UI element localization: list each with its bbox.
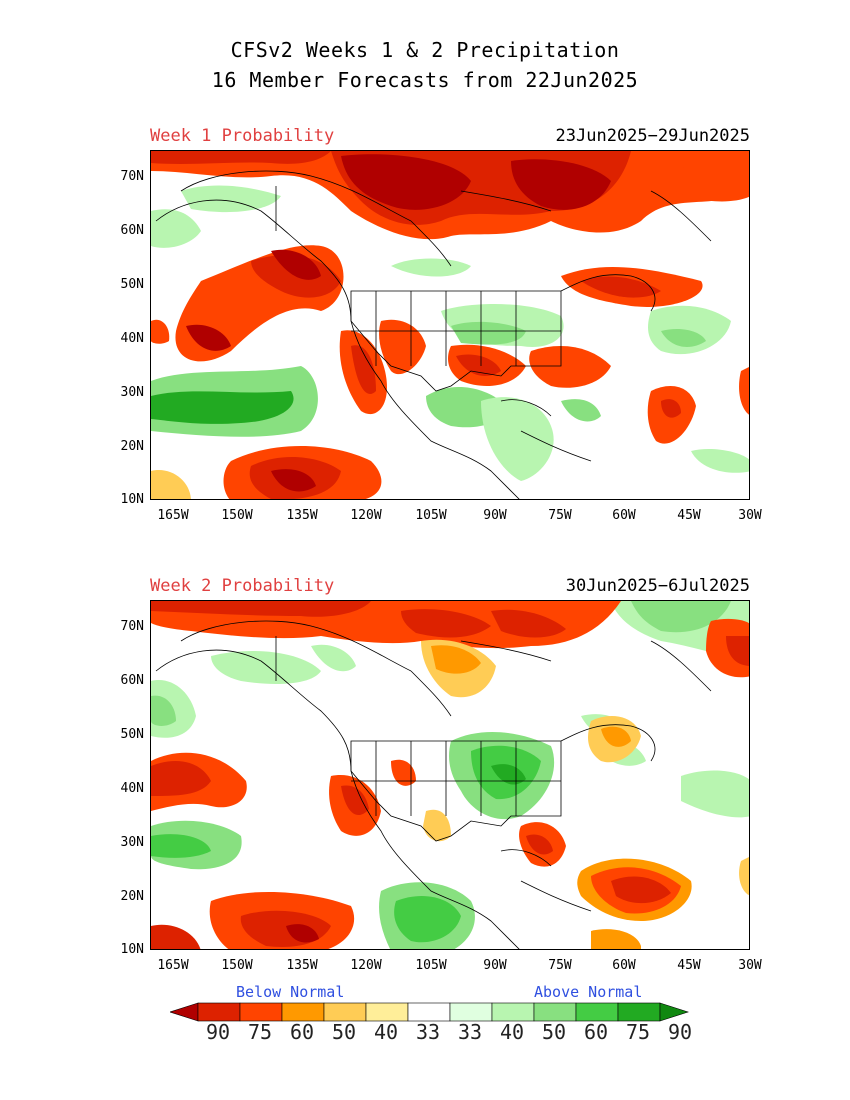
legend-color-cell [365, 1002, 409, 1022]
chart-title-line2: 16 Member Forecasts from 22Jun2025 [211, 68, 639, 92]
legend-color-cell [239, 1002, 283, 1022]
week2-ytick: 20N [120, 889, 144, 904]
week1-ytick: 10N [120, 492, 144, 507]
legend-color-cell [407, 1002, 451, 1022]
week1-map [150, 150, 750, 500]
week1-xtick: 45W [677, 508, 701, 523]
week2-ytick: 30N [120, 835, 144, 850]
week1-ytick: 20N [120, 439, 144, 454]
week1-above-normal-areas [151, 185, 749, 481]
week2-ytick: 60N [120, 673, 144, 688]
week2-xtick: 45W [677, 958, 701, 973]
legend-value: 90 [205, 1020, 231, 1044]
legend-below-normal-label: Below Normal [236, 983, 345, 1001]
week1-xtick: 165W [157, 508, 189, 523]
week2-xtick: 135W [286, 958, 318, 973]
week1-xtick: 150W [221, 508, 253, 523]
week2-ytick: 10N [120, 942, 144, 957]
week2-xtick: 165W [157, 958, 189, 973]
legend-value: 60 [583, 1020, 609, 1044]
legend-color-cell [575, 1002, 619, 1022]
week1-label: Week 1 Probability [150, 126, 335, 146]
legend-color-cell [491, 1002, 535, 1022]
week1-xtick: 75W [548, 508, 572, 523]
week2-below-normal-areas [151, 601, 749, 949]
legend-arrow-right [659, 1002, 689, 1022]
week2-ytick: 40N [120, 781, 144, 796]
legend-color-cell [281, 1002, 325, 1022]
week1-ytick: 30N [120, 385, 144, 400]
week2-xtick: 120W [350, 958, 382, 973]
legend-value: 33 [457, 1020, 483, 1044]
chart-title-line1: CFSv2 Weeks 1 & 2 Precipitation [230, 38, 620, 62]
week1-ytick: 40N [120, 331, 144, 346]
week2-label: Week 2 Probability [150, 576, 335, 596]
week1-xtick: 120W [350, 508, 382, 523]
week1-xtick: 135W [286, 508, 318, 523]
week2-xtick: 60W [612, 958, 636, 973]
week1-below-normal-areas [151, 151, 749, 499]
week2-xtick: 30W [738, 958, 762, 973]
week1-xtick: 90W [483, 508, 507, 523]
legend-above-normal-label: Above Normal [534, 983, 643, 1001]
legend-value: 40 [373, 1020, 399, 1044]
legend-color-cell [617, 1002, 661, 1022]
legend-value: 50 [541, 1020, 567, 1044]
week2-coastlines [155, 620, 712, 949]
week1-map-graphic [151, 151, 749, 499]
legend-arrow-left [170, 1002, 199, 1022]
legend-value: 40 [499, 1020, 525, 1044]
legend-value: 90 [667, 1020, 693, 1044]
week1-xtick: 105W [415, 508, 447, 523]
week2-xtick: 105W [415, 958, 447, 973]
legend-color-cell [323, 1002, 367, 1022]
week2-ytick: 50N [120, 727, 144, 742]
week1-coastlines [155, 170, 712, 499]
week1-ytick: 60N [120, 223, 144, 238]
legend-color-cell [533, 1002, 577, 1022]
week1-ytick: 50N [120, 277, 144, 292]
week2-ytick: 70N [120, 619, 144, 634]
week1-ytick: 70N [120, 169, 144, 184]
legend-value: 60 [289, 1020, 315, 1044]
week1-date-range: 23Jun2025−29Jun2025 [555, 126, 750, 146]
week2-map [150, 600, 750, 950]
legend-value: 75 [625, 1020, 651, 1044]
week2-xtick: 90W [483, 958, 507, 973]
legend-colorbar [170, 1002, 689, 1022]
week1-xtick: 30W [738, 508, 762, 523]
legend-color-cell [197, 1002, 241, 1022]
legend-value: 75 [247, 1020, 273, 1044]
week2-map-graphic [151, 601, 749, 949]
week2-xtick: 150W [221, 958, 253, 973]
week1-xtick: 60W [612, 508, 636, 523]
legend-color-cell [449, 1002, 493, 1022]
legend-value: 33 [415, 1020, 441, 1044]
legend-value: 50 [331, 1020, 357, 1044]
week2-xtick: 75W [548, 958, 572, 973]
week2-date-range: 30Jun2025−6Jul2025 [565, 576, 750, 596]
